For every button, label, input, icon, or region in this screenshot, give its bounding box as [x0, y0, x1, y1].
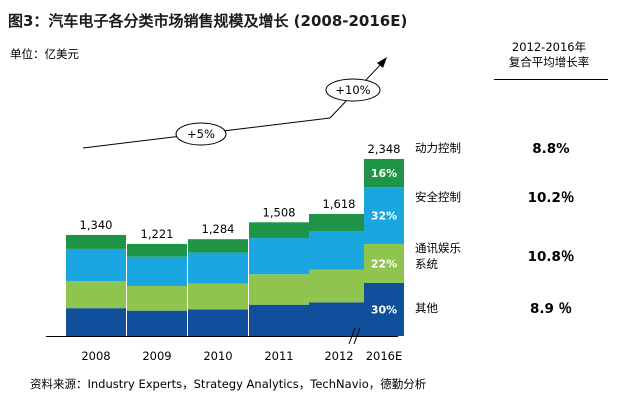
x-tick-label: 2008 [81, 349, 110, 363]
cagr-header-rule [494, 79, 608, 80]
bar-segment-2012-动力控制 [309, 214, 369, 231]
bar-segment-2009-其他 [127, 310, 187, 336]
axis-break-mark [348, 327, 356, 345]
bar-segment-2009-安全控制 [127, 256, 187, 287]
bar-total-label: 1,508 [263, 205, 296, 219]
bar-segment-2016E-其他 [364, 282, 404, 336]
cagr-header-line-1: 2012-2016年 [511, 40, 587, 54]
bar-segment-2008-安全控制 [66, 248, 126, 282]
category-label: 其他 [415, 301, 438, 315]
x-tick-label: 2012 [324, 349, 353, 363]
axis-break-mark [353, 327, 361, 345]
bar-segment-2010-其他 [188, 309, 248, 336]
segment-share-label: 22% [371, 257, 397, 270]
x-tick-label: 2010 [203, 349, 232, 363]
category-label: 系统 [415, 257, 438, 271]
bar-segment-2016E-动力控制 [364, 158, 404, 188]
bar-segment-2008-通讯娱乐系统 [66, 281, 126, 309]
bar-segment-2012-通讯娱乐系统 [309, 269, 369, 303]
bar-segment-2010-通讯娱乐系统 [188, 283, 248, 310]
growth-label-5: +5% [187, 127, 215, 141]
bar-segment-2012-其他 [309, 302, 369, 336]
bar-segment-2010-动力控制 [188, 239, 248, 253]
cagr-value: 10.2％ [528, 190, 575, 206]
bar-segment-2016E-安全控制 [364, 187, 404, 244]
segment-share-label: 30% [371, 303, 397, 316]
category-label: 通讯娱乐 [415, 241, 461, 255]
bar-total-label: 1,618 [323, 197, 356, 211]
cagr-value: 8.9 ％ [530, 301, 572, 317]
growth-oval-5 [175, 122, 227, 146]
category-label: 安全控制 [415, 190, 461, 204]
unit-label: 单位：亿美元 [10, 47, 79, 61]
x-tick-label: 2016E [366, 349, 403, 363]
bar-total-label: 1,284 [202, 222, 235, 236]
bar-segment-2011-安全控制 [249, 238, 309, 275]
cagr-header-line-2: 复合平均增长率 [508, 55, 590, 69]
bar-segment-2008-其他 [66, 308, 126, 336]
bar-segment-2008-动力控制 [66, 234, 126, 249]
x-tick-label: 2011 [264, 349, 293, 363]
cagr-value: 10.8％ [528, 249, 575, 265]
bar-segment-2010-安全控制 [188, 252, 248, 284]
bar-total-label: 1,221 [141, 227, 174, 241]
bar-segment-2011-其他 [249, 304, 309, 336]
x-tick-label: 2009 [142, 349, 171, 363]
bar-total-label: 1,340 [80, 218, 113, 232]
bar-segment-2011-动力控制 [249, 222, 309, 239]
bar-segment-2016E-通讯娱乐系统 [364, 243, 404, 283]
chart-title: 图3：汽车电子各分类市场销售规模及增长 (2008-2016E) [8, 12, 408, 30]
bar-segment-2011-通讯娱乐系统 [249, 274, 309, 305]
cagr-value: 8.8% [532, 141, 570, 157]
growth-label-10: +10% [335, 83, 370, 97]
segment-share-label: 32% [371, 210, 397, 223]
growth-arrowhead [377, 57, 387, 68]
bar-segment-2009-通讯娱乐系统 [127, 286, 187, 311]
segment-share-label: 16% [371, 167, 397, 180]
bar-segment-2009-动力控制 [127, 243, 187, 257]
category-label: 动力控制 [415, 141, 461, 155]
bar-total-label: 2,348 [368, 142, 401, 156]
cagr-header: 2012-2016年 复合平均增长率 [490, 40, 608, 70]
bar-segment-2012-安全控制 [309, 230, 369, 270]
growth-oval-10 [325, 78, 381, 102]
source-note: 资料来源：Industry Experts，Strategy Analytics… [30, 377, 427, 391]
